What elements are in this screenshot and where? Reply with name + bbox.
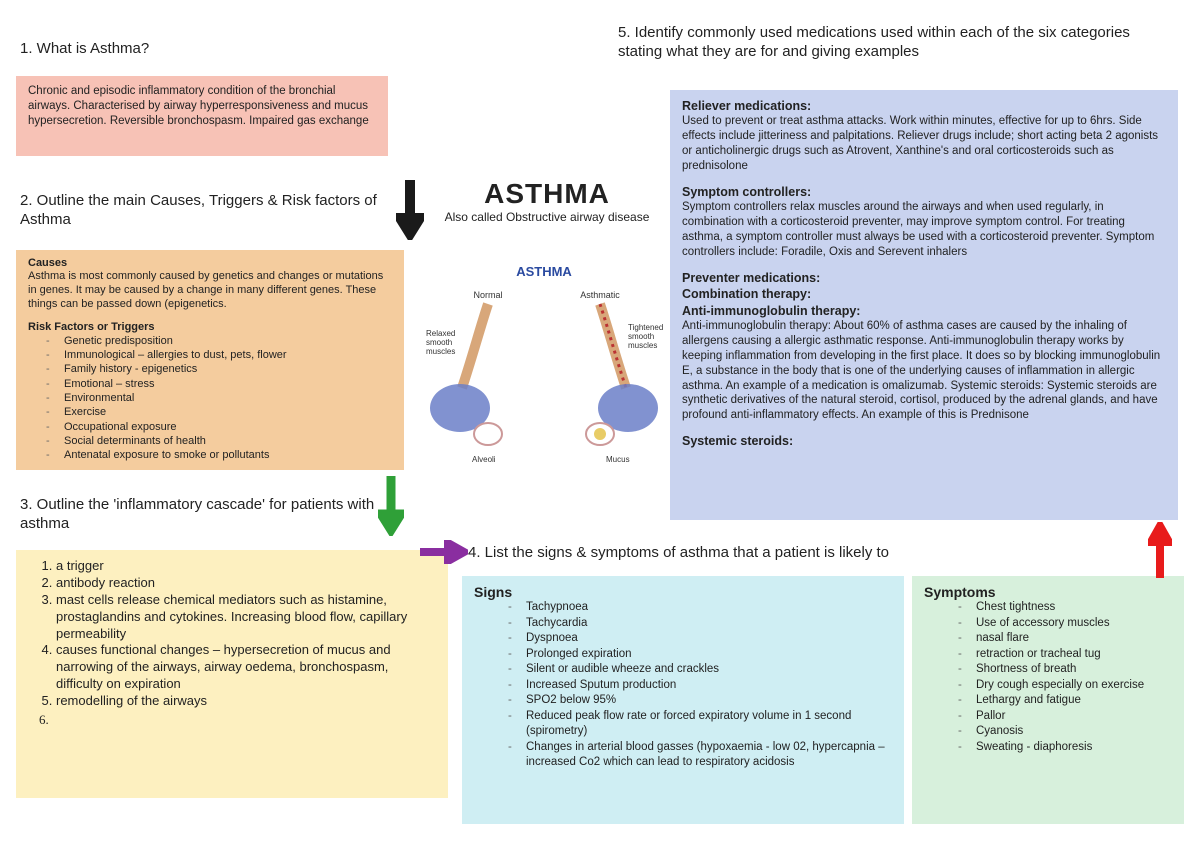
s5-box: Reliever medications: Used to prevent or…: [670, 90, 1178, 520]
list-item: Sweating - diaphoresis: [964, 740, 1172, 756]
s2-risk-h: Risk Factors or Triggers: [28, 320, 392, 334]
center-subtitle: Also called Obstructive airway disease: [442, 210, 652, 224]
list-item: Dyspnoea: [514, 631, 892, 647]
list-item: Silent or audible wheeze and crackles: [514, 662, 892, 678]
center-title: ASTHMA: [442, 178, 652, 210]
list-item: Changes in arterial blood gasses (hypoxa…: [514, 740, 892, 771]
s5-combo-h: Combination therapy:: [682, 286, 1166, 302]
list-item: Antenatal exposure to smoke or pollutant…: [52, 448, 392, 462]
s5-reliever-h: Reliever medications:: [682, 98, 1166, 114]
svg-text:Relaxed: Relaxed: [426, 329, 455, 338]
list-item: Family history - epigenetics: [52, 362, 392, 376]
s4-signs-list: TachypnoeaTachycardiaDyspnoeaProlonged e…: [474, 600, 892, 771]
list-item: Reduced peak flow rate or forced expirat…: [514, 709, 892, 740]
svg-text:Tightened: Tightened: [628, 323, 663, 332]
svg-text:Mucus: Mucus: [606, 455, 630, 464]
svg-text:Asthmatic: Asthmatic: [580, 290, 620, 300]
list-item: Shortness of breath: [964, 662, 1172, 678]
arrow-down-black-icon: [396, 178, 424, 243]
s2-risk-list: Genetic predispositionImmunological – al…: [28, 334, 392, 463]
s4-heading: 4. List the signs & symptoms of asthma t…: [468, 544, 1168, 563]
s4-signs-box: Signs TachypnoeaTachycardiaDyspnoeaProlo…: [462, 576, 904, 824]
illus-title: ASTHMA: [516, 264, 572, 279]
s1-box: Chronic and episodic inflammatory condit…: [16, 76, 388, 156]
svg-text:muscles: muscles: [628, 341, 657, 350]
s5-symctrl-h: Symptom controllers:: [682, 184, 1166, 200]
s1-body: Chronic and episodic inflammatory condit…: [28, 85, 369, 127]
list-item: Chest tightness: [964, 600, 1172, 616]
s5-preventer-h: Preventer medications:: [682, 270, 1166, 286]
s5-symctrl-b: Symptom controllers relax muscles around…: [682, 200, 1166, 260]
list-item: Cyanosis: [964, 724, 1172, 740]
arrow-up-red-icon: [1148, 522, 1172, 583]
list-item: a trigger: [56, 558, 436, 575]
s2-causes-h: Causes: [28, 256, 392, 270]
svg-text:Alveoli: Alveoli: [472, 455, 496, 464]
s3-heading: 3. Outline the 'inflammatory cascade' fo…: [20, 496, 380, 534]
list-item: Social determinants of health: [52, 434, 392, 448]
s4-symptoms-h: Symptoms: [924, 584, 1172, 600]
s1-heading: 1. What is Asthma?: [20, 40, 149, 59]
svg-text:muscles: muscles: [426, 347, 455, 356]
svg-text:smooth: smooth: [628, 332, 654, 341]
s4-symptoms-box: Symptoms Chest tightnessUse of accessory…: [912, 576, 1184, 824]
arrow-right-purple-icon: [418, 540, 468, 567]
s4-signs-h: Signs: [474, 584, 892, 600]
svg-text:smooth: smooth: [426, 338, 452, 347]
list-item: causes functional changes – hypersecreti…: [56, 642, 436, 693]
s2-heading: 2. Outline the main Causes, Triggers & R…: [20, 192, 380, 230]
s3-trailing-num: 6.: [28, 712, 436, 728]
list-item: Tachycardia: [514, 616, 892, 632]
list-item: Environmental: [52, 391, 392, 405]
s5-systemic-h: Systemic steroids:: [682, 433, 1166, 449]
s3-box: a triggerantibody reactionmast cells rel…: [16, 550, 448, 798]
s3-list: a triggerantibody reactionmast cells rel…: [28, 558, 436, 710]
list-item: Emotional – stress: [52, 377, 392, 391]
list-item: Lethargy and fatigue: [964, 693, 1172, 709]
list-item: nasal flare: [964, 631, 1172, 647]
list-item: Exercise: [52, 405, 392, 419]
list-item: retraction or tracheal tug: [964, 647, 1172, 663]
s2-box: Causes Asthma is most commonly caused by…: [16, 250, 404, 470]
arrow-down-green-icon: [378, 474, 404, 539]
svg-text:Normal: Normal: [473, 290, 502, 300]
s2-causes-b: Asthma is most commonly caused by geneti…: [28, 270, 392, 311]
list-item: Pallor: [964, 709, 1172, 725]
list-item: Tachypnoea: [514, 600, 892, 616]
list-item: remodelling of the airways: [56, 693, 436, 710]
s5-heading: 5. Identify commonly used medications us…: [618, 24, 1178, 62]
list-item: Occupational exposure: [52, 420, 392, 434]
list-item: Use of accessory muscles: [964, 616, 1172, 632]
center-title-block: ASTHMA Also called Obstructive airway di…: [442, 178, 652, 224]
list-item: Genetic predisposition: [52, 334, 392, 348]
s5-antiig-h: Anti-immunoglobulin therapy:: [682, 303, 1166, 319]
list-item: Increased Sputum production: [514, 678, 892, 694]
list-item: antibody reaction: [56, 575, 436, 592]
list-item: Prolonged expiration: [514, 647, 892, 663]
list-item: Immunological – allergies to dust, pets,…: [52, 348, 392, 362]
list-item: mast cells release chemical mediators su…: [56, 592, 436, 643]
list-item: SPO2 below 95%: [514, 693, 892, 709]
s5-antiig-b: Anti-immunoglobulin therapy: About 60% o…: [682, 319, 1166, 424]
list-item: Dry cough especially on exercise: [964, 678, 1172, 694]
asthma-illustration: ASTHMA Normal Asthmatic Relaxed smooth m…: [420, 258, 668, 488]
s5-reliever-b: Used to prevent or treat asthma attacks.…: [682, 114, 1166, 174]
s4-symptoms-list: Chest tightnessUse of accessory musclesn…: [924, 600, 1172, 755]
